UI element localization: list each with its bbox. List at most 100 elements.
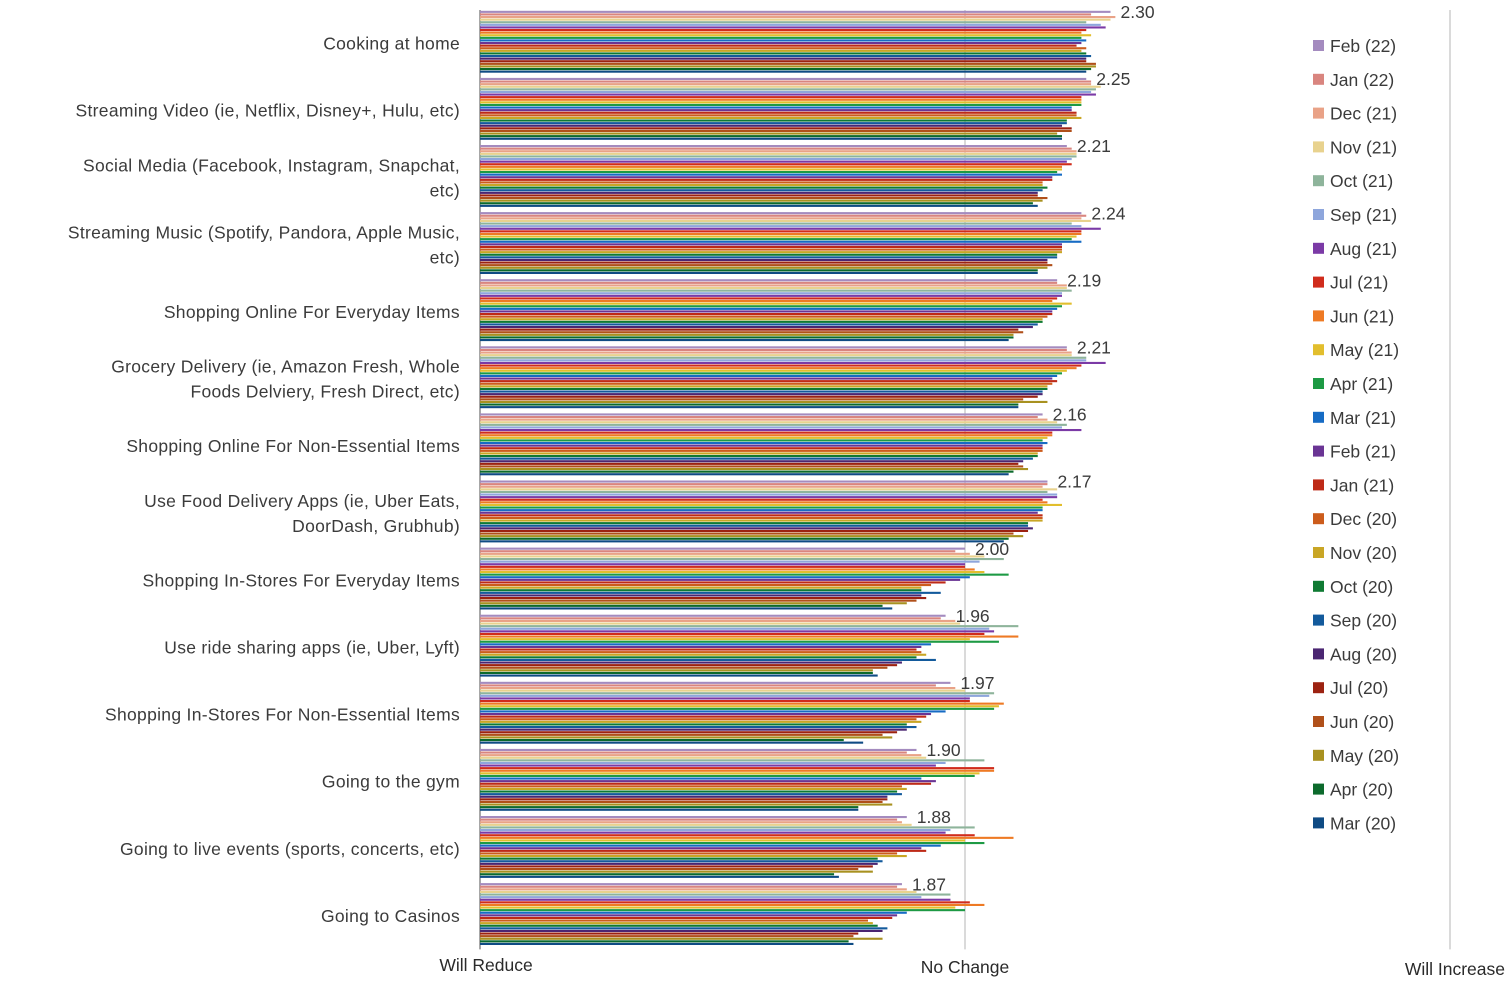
legend-label: Dec (21)	[1330, 104, 1397, 124]
bar	[480, 269, 1038, 272]
data-label: 1.87	[912, 874, 946, 894]
bar	[480, 256, 1058, 259]
category-label: Social Media (Facebook, Instagram, Snapc…	[83, 155, 460, 200]
bar	[480, 351, 1072, 354]
category-label: Going to the gym	[322, 772, 460, 792]
bar	[480, 96, 1082, 99]
bar	[480, 80, 1092, 83]
bar	[480, 289, 1072, 292]
bar	[480, 62, 1096, 65]
bar	[480, 390, 1043, 393]
bar	[480, 906, 956, 909]
bar	[480, 129, 1072, 132]
bar	[480, 318, 1043, 321]
bar	[480, 818, 898, 821]
bar	[480, 333, 1014, 336]
bar	[480, 710, 946, 713]
bar	[480, 932, 859, 935]
legend-label: Oct (20)	[1330, 577, 1393, 597]
category-label-line: Shopping Online For Everyday Items	[164, 302, 460, 322]
bar	[480, 604, 883, 607]
bar	[480, 302, 1072, 305]
legend-item: Nov (21)	[1313, 137, 1397, 157]
bar	[480, 568, 975, 571]
legend-swatch	[1313, 107, 1324, 119]
bar	[480, 870, 873, 873]
bar	[480, 163, 1072, 166]
bar	[480, 251, 1062, 254]
legend-swatch	[1313, 141, 1324, 153]
bar	[480, 214, 1087, 217]
bar	[480, 490, 1048, 493]
legend-item: Jan (22)	[1313, 70, 1394, 90]
bar	[480, 111, 1077, 114]
bar	[480, 171, 1058, 174]
bars-layer	[480, 10, 1116, 945]
bar	[480, 842, 985, 845]
bar	[480, 687, 956, 690]
legend-swatch	[1313, 276, 1324, 288]
bar	[480, 816, 907, 819]
bar	[480, 31, 1082, 34]
bar	[480, 359, 1087, 362]
bar	[480, 777, 922, 780]
bar	[480, 849, 927, 852]
data-label: 2.21	[1077, 338, 1111, 358]
legend-swatch	[1313, 682, 1324, 694]
bar	[480, 537, 1009, 540]
bar	[480, 890, 917, 893]
data-label: 2.16	[1053, 405, 1087, 425]
bar	[480, 916, 893, 919]
bar	[480, 769, 995, 772]
bar	[480, 103, 1082, 106]
bar	[480, 385, 1048, 388]
bar	[480, 36, 1082, 39]
bar	[480, 826, 975, 829]
bar	[480, 625, 1019, 628]
bar	[480, 935, 854, 938]
bar	[480, 808, 859, 811]
bar	[480, 589, 922, 592]
legend-swatch	[1313, 411, 1324, 423]
bar	[480, 767, 995, 770]
bar	[480, 442, 1048, 445]
bar	[480, 457, 1033, 460]
bar	[480, 834, 975, 837]
category-label-line: etc)	[430, 247, 460, 267]
legend-label: Oct (21)	[1330, 171, 1393, 191]
legend-label: Jul (21)	[1330, 273, 1388, 293]
legend-swatch	[1313, 580, 1324, 592]
bar	[480, 264, 1053, 267]
bar	[480, 656, 917, 659]
legend-item: Sep (21)	[1313, 205, 1397, 225]
bar	[480, 787, 907, 790]
bar	[480, 235, 1077, 238]
category-label-line: Streaming Music (Spotify, Pandora, Apple…	[68, 222, 460, 242]
bar	[480, 382, 1053, 385]
bar	[480, 42, 1082, 45]
bar	[480, 346, 1067, 349]
bar	[480, 49, 1082, 52]
bar	[480, 253, 1058, 256]
bar	[480, 354, 1072, 357]
bar	[480, 395, 1038, 398]
bar	[480, 116, 1082, 119]
bar	[480, 150, 1077, 153]
bar	[480, 452, 1038, 455]
bar	[480, 868, 859, 871]
bar	[480, 922, 873, 925]
bar	[480, 413, 1043, 416]
category-label: Grocery Delivery (ie, Amazon Fresh, Whol…	[111, 357, 460, 402]
bar	[480, 101, 1082, 104]
bar	[480, 829, 951, 832]
bar	[480, 560, 980, 563]
legend-swatch	[1313, 73, 1324, 85]
legend-item: Jul (21)	[1313, 273, 1388, 293]
bar	[480, 199, 1043, 202]
bar	[480, 684, 936, 687]
bar	[480, 400, 1048, 403]
legend-item: Jun (21)	[1313, 306, 1394, 326]
legend-item: May (21)	[1313, 340, 1399, 360]
bar	[480, 607, 893, 610]
